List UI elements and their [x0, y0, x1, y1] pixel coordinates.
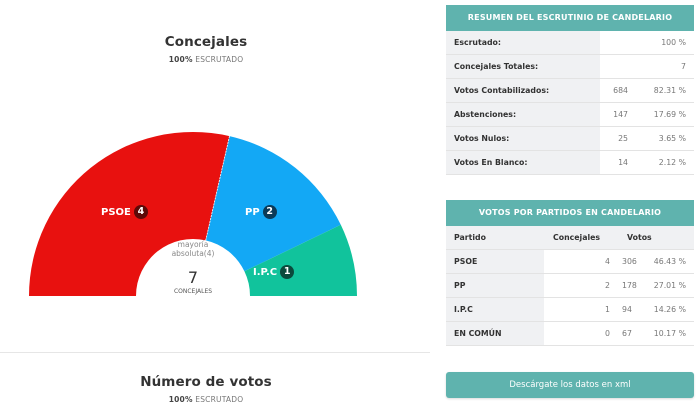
party-votes: 178 — [614, 273, 644, 298]
total-seats-label: CONCEJALES — [173, 288, 213, 295]
seat-count-badge: 4 — [133, 205, 148, 219]
table-row: Votos En Blanco: 14 2.12 % — [446, 150, 694, 175]
row-count: 25 — [600, 126, 636, 151]
label-ipc: I.P.C 1 — [253, 265, 295, 279]
party-votes: 67 — [614, 321, 644, 346]
row-label: Abstenciones: — [446, 102, 600, 127]
concejales-half-donut-chart: PSOE 4 PP 2 I.P.C 1 mayoría absoluta(4) … — [0, 120, 400, 310]
resumen-panel: RESUMEN DEL ESCRUTINIO DE CANDELARIO Esc… — [446, 5, 694, 175]
table-row: Votos Nulos: 25 3.65 % — [446, 126, 694, 151]
party-pct: 27.01 % — [644, 273, 694, 298]
party-seats: 4 — [544, 249, 614, 274]
table-row: EN COMÚN 0 67 10.17 % — [446, 321, 694, 346]
table-row: Votos Contabilizados: 684 82.31 % — [446, 78, 694, 103]
col-concejales: Concejales — [544, 226, 614, 250]
party-seats: 0 — [544, 321, 614, 346]
table-row: Abstenciones: 147 17.69 % — [446, 102, 694, 127]
label-pp: PP 2 — [245, 205, 277, 219]
party-votes: 306 — [614, 249, 644, 274]
party-seats: 1 — [544, 297, 614, 322]
segment-pp[interactable] — [205, 136, 341, 272]
left-column: Concejales 100% ESCRUTADO PSOE 4 PP 2 I.… — [0, 34, 430, 404]
party-name: PP — [446, 273, 544, 298]
row-label: Escrutado: — [446, 31, 600, 55]
scrutiny-pct: 100% — [168, 55, 193, 64]
segment-psoe[interactable] — [28, 131, 230, 296]
col-votos: Votos — [614, 226, 694, 250]
section-divider — [0, 352, 430, 353]
row-label: Concejales Totales: — [446, 54, 600, 79]
partidos-panel: VOTOS POR PARTIDOS EN CANDELARIO Partido… — [446, 200, 694, 346]
segment-ipc[interactable] — [244, 224, 358, 296]
party-pct: 10.17 % — [644, 321, 694, 346]
seat-count-badge: 1 — [280, 265, 295, 279]
scrutiny-label: ESCRUTADO — [195, 395, 244, 404]
row-count — [600, 54, 636, 79]
majority-line1: mayoría — [177, 240, 209, 249]
row-count: 14 — [600, 150, 636, 175]
party-name: PSOE — [101, 206, 131, 218]
table-row: Escrutado: 100 % — [446, 31, 694, 55]
party-name: PP — [245, 206, 260, 218]
majority-label: mayoría absoluta(4) — [160, 240, 226, 258]
concejales-title: Concejales — [164, 34, 248, 50]
row-value: 7 — [636, 54, 694, 79]
resumen-title: RESUMEN DEL ESCRUTINIO DE CANDELARIO — [446, 5, 694, 31]
download-xml-button[interactable]: Descárgate los datos en xml — [446, 372, 694, 398]
row-label: Votos Contabilizados: — [446, 78, 600, 103]
row-value: 100 % — [636, 31, 694, 55]
row-value: 82.31 % — [636, 78, 694, 103]
partidos-table: Partido Concejales Votos PSOE 4 306 46.43 %… — [446, 226, 694, 346]
party-pct: 46.43 % — [644, 249, 694, 274]
scrutiny-label: ESCRUTADO — [195, 55, 244, 64]
chart-svg — [28, 131, 358, 296]
party-name: I.P.C — [253, 266, 278, 278]
table-row: PP 2 178 27.01 % — [446, 273, 694, 298]
party-name: PSOE — [446, 249, 544, 274]
majority-line2: absoluta(4) — [171, 249, 215, 258]
row-value: 2.12 % — [636, 150, 694, 175]
scrutiny-pct: 100% — [168, 395, 193, 404]
resumen-table: Escrutado: 100 % Concejales Totales: 7 Vot… — [446, 31, 694, 175]
concejales-scrutiny: 100% ESCRUTADO — [0, 55, 412, 64]
party-name: EN COMÚN — [446, 321, 544, 346]
row-value: 17.69 % — [636, 102, 694, 127]
table-row: PSOE 4 306 46.43 % — [446, 249, 694, 274]
row-count: 147 — [600, 102, 636, 127]
row-label: Votos En Blanco: — [446, 150, 600, 175]
col-partido: Partido — [446, 226, 544, 250]
seat-count-badge: 2 — [262, 205, 277, 219]
row-label: Votos Nulos: — [446, 126, 600, 151]
votos-title: Número de votos — [140, 374, 272, 390]
row-count — [600, 31, 636, 55]
table-row: I.P.C 1 94 14.26 % — [446, 297, 694, 322]
partidos-title: VOTOS POR PARTIDOS EN CANDELARIO — [446, 200, 694, 226]
row-value: 3.65 % — [636, 126, 694, 151]
party-name: I.P.C — [446, 297, 544, 322]
total-seats: 7 — [187, 268, 199, 287]
votos-scrutiny: 100% ESCRUTADO — [0, 395, 412, 404]
party-seats: 2 — [544, 273, 614, 298]
table-header-row: Partido Concejales Votos — [446, 226, 694, 250]
row-count: 684 — [600, 78, 636, 103]
party-pct: 14.26 % — [644, 297, 694, 322]
table-row: Concejales Totales: 7 — [446, 54, 694, 79]
label-psoe: PSOE 4 — [101, 205, 148, 219]
party-votes: 94 — [614, 297, 644, 322]
